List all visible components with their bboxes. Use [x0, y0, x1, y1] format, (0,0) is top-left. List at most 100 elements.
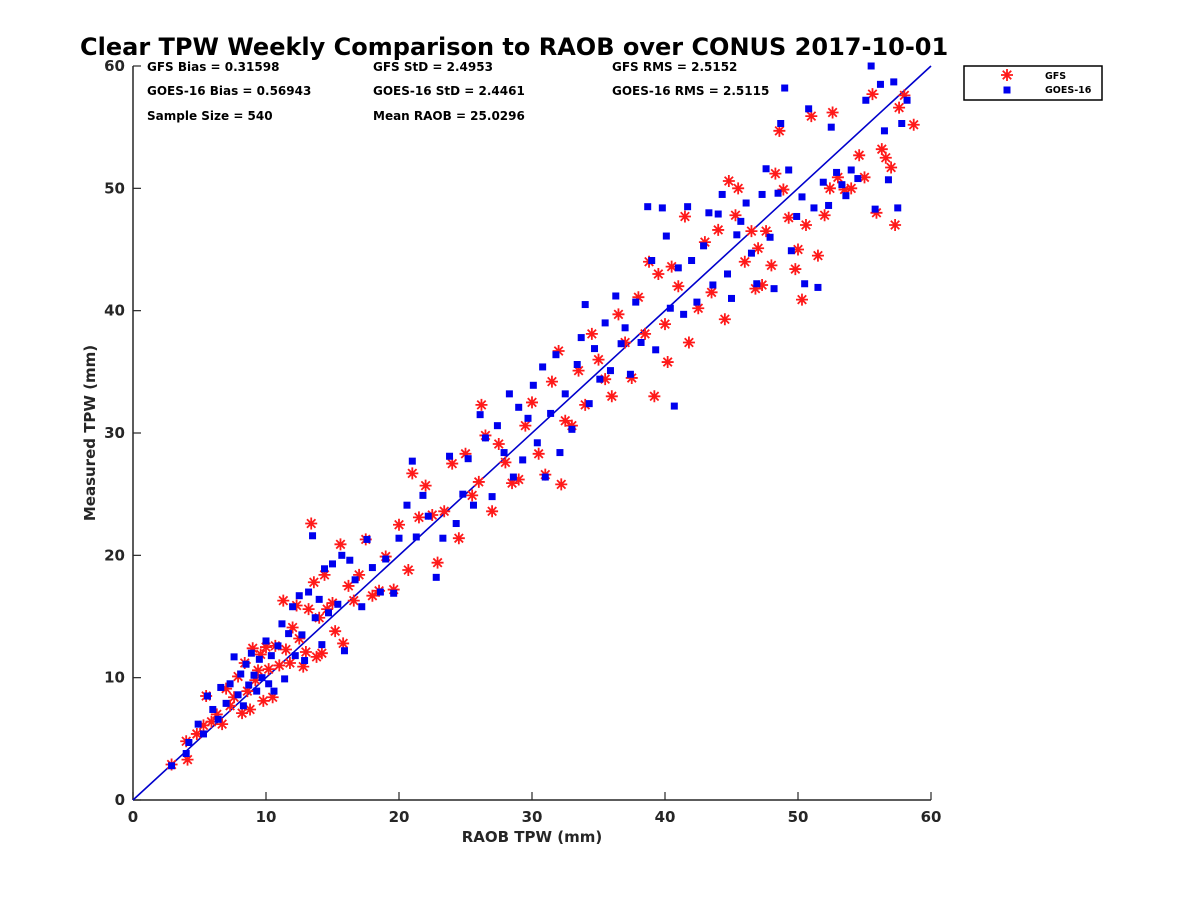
goes-16-point [493, 422, 501, 430]
one-to-one-line [132, 65, 932, 801]
goes-16-point [568, 425, 576, 433]
goes-16-point [810, 204, 818, 212]
goes-16-point [309, 532, 317, 540]
goes-16-point [793, 212, 801, 220]
gfs-point [782, 211, 795, 224]
goes-16-point [408, 457, 416, 465]
goes-16-point [606, 367, 614, 375]
gfs-point [452, 532, 465, 545]
gfs-point [342, 579, 355, 592]
gfs-point [612, 308, 625, 321]
gfs-point [210, 708, 223, 721]
legend-goes-16-marker [1003, 86, 1011, 94]
y-tick-label: 30 [104, 424, 125, 442]
goes-16-point [291, 652, 299, 660]
x-tick-label: 40 [655, 808, 676, 826]
gfs-point [805, 110, 818, 123]
goes-16-point [766, 233, 774, 241]
goes-16-point [890, 78, 898, 86]
gfs-point [585, 327, 598, 340]
goes-16-point [500, 449, 508, 457]
gfs-point [260, 641, 272, 654]
gfs-point [220, 682, 233, 695]
goes-16-point [253, 687, 261, 695]
goes-16-point [481, 434, 489, 442]
gfs-point [579, 398, 592, 411]
gfs-point [299, 645, 312, 658]
gfs-point [826, 106, 839, 119]
gfs-point [605, 390, 618, 403]
gfs-point [799, 219, 812, 232]
goes-16-point [718, 190, 726, 198]
goes-16-point [894, 204, 902, 212]
goes-16-point [262, 637, 270, 645]
goes-16-point [621, 324, 629, 332]
gfs-point [565, 419, 578, 432]
gfs-point [254, 648, 267, 661]
goes-16-point [395, 534, 403, 542]
gfs-point [665, 260, 678, 273]
gfs-point [419, 479, 432, 492]
goes-16-point [325, 609, 333, 617]
goes-16-point [626, 370, 634, 378]
goes-16-point [758, 190, 766, 198]
gfs-point [181, 753, 194, 766]
goes-16-point [867, 62, 875, 70]
goes-16-point [552, 351, 560, 359]
goes-16-point [424, 512, 432, 520]
gfs-point [353, 568, 366, 581]
stat-goes-rms: GOES-16 RMS = 2.5115 [612, 84, 769, 98]
goes-16-point [439, 534, 447, 542]
x-tick-label: 20 [389, 808, 410, 826]
goes-16-point [777, 119, 785, 127]
gfs-point [472, 475, 485, 488]
gfs-point [315, 647, 328, 660]
goes-16-point [368, 564, 376, 572]
y-tick-label: 0 [115, 791, 125, 809]
goes-16-point [505, 390, 513, 398]
goes-16-point [315, 595, 323, 603]
goes-16-point [833, 168, 841, 176]
goes-16-point [774, 189, 782, 197]
gfs-point [792, 243, 804, 256]
goes-16-point [539, 363, 547, 371]
gfs-point [838, 183, 851, 196]
goes-16-point [577, 334, 585, 342]
goes-16-point [340, 647, 348, 655]
goes-16-point [289, 603, 297, 611]
gfs-point [752, 242, 765, 255]
goes-16-point [662, 232, 670, 240]
gfs-point [506, 477, 519, 490]
gfs-point [526, 396, 538, 409]
gfs-point [286, 621, 299, 634]
goes-16-point [847, 166, 855, 174]
x-tick-label: 0 [128, 808, 138, 826]
gfs-point [777, 183, 790, 196]
gfs-point [756, 278, 769, 291]
legend-gfs-label: GFS [1045, 71, 1066, 82]
goes-16-point [459, 490, 467, 498]
gfs-point [599, 373, 612, 386]
gfs-point [297, 660, 310, 673]
goes-16-point [617, 340, 625, 348]
goes-16-point [680, 310, 688, 318]
goes-16-point [265, 680, 273, 688]
gfs-point [769, 167, 782, 180]
stat-gfs-bias: GFS Bias = 0.31598 [147, 60, 279, 74]
gfs-point [760, 225, 773, 238]
goes-16-point [222, 699, 230, 707]
goes-16-point [346, 556, 354, 564]
goes-16-point [281, 675, 289, 683]
goes-16-point [648, 257, 656, 265]
goes-16-point [476, 411, 484, 419]
gfs-point [592, 353, 605, 366]
gfs-series [165, 88, 920, 771]
y-tick-label: 20 [104, 546, 125, 564]
gfs-point [866, 88, 879, 101]
gfs-point [659, 318, 671, 331]
gfs-point [519, 419, 532, 432]
gfs-point [718, 313, 731, 326]
goes-16-point [239, 702, 247, 710]
gfs-point [712, 223, 725, 236]
gfs-point [682, 336, 695, 349]
